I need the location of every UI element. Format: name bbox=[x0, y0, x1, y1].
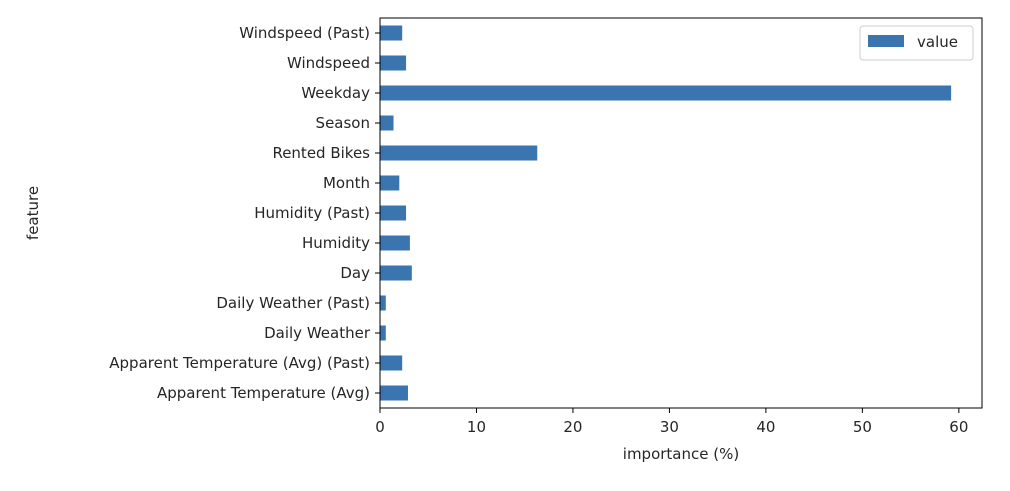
y-axis-label: feature bbox=[24, 186, 42, 240]
y-tick-label: Apparent Temperature (Avg) (Past) bbox=[109, 354, 370, 372]
y-tick-label: Season bbox=[316, 114, 370, 132]
y-tick-label: Humidity bbox=[302, 234, 370, 252]
x-tick-label: 40 bbox=[756, 418, 775, 436]
bar bbox=[380, 85, 952, 101]
bar bbox=[380, 145, 538, 161]
x-axis-label: importance (%) bbox=[623, 445, 739, 463]
legend-swatch bbox=[868, 35, 904, 47]
x-tick-label: 0 bbox=[375, 418, 385, 436]
bar bbox=[380, 235, 410, 251]
bar bbox=[380, 25, 403, 41]
bar bbox=[380, 175, 400, 191]
y-ticks-group: Apparent Temperature (Avg) Apparent Tempe… bbox=[109, 24, 380, 402]
bar bbox=[380, 265, 412, 281]
y-tick-label: Windspeed bbox=[287, 54, 370, 72]
y-tick-label: Rented Bikes bbox=[272, 144, 370, 162]
x-tick-label: 20 bbox=[563, 418, 582, 436]
bar bbox=[380, 55, 407, 71]
x-ticks-group: 0 10 20 30 40 50 60 bbox=[375, 408, 968, 436]
legend-label: value bbox=[917, 33, 958, 51]
legend-frame bbox=[859, 25, 974, 61]
y-tick-label: Day bbox=[340, 264, 370, 282]
y-tick-label: Daily Weather bbox=[264, 324, 371, 342]
bar bbox=[380, 205, 407, 221]
bars-group bbox=[380, 25, 952, 401]
y-tick-label: Apparent Temperature (Avg) bbox=[157, 384, 370, 402]
plot-area bbox=[380, 18, 982, 408]
bar bbox=[380, 385, 408, 401]
bar bbox=[380, 355, 403, 371]
y-tick-label: Humidity (Past) bbox=[254, 204, 370, 222]
bar bbox=[380, 295, 386, 311]
plot-frame bbox=[379, 17, 983, 409]
bar bbox=[380, 115, 394, 131]
x-tick-label: 60 bbox=[949, 418, 968, 436]
x-tick-label: 30 bbox=[660, 418, 679, 436]
legend: value bbox=[859, 25, 974, 61]
x-tick-label: 50 bbox=[853, 418, 872, 436]
y-tick-label: Month bbox=[323, 174, 370, 192]
bar bbox=[380, 325, 386, 341]
y-tick-label: Windspeed (Past) bbox=[239, 24, 370, 42]
y-tick-label: Daily Weather (Past) bbox=[216, 294, 370, 312]
y-tick-label: Weekday bbox=[301, 84, 370, 102]
x-tick-label: 10 bbox=[467, 418, 486, 436]
